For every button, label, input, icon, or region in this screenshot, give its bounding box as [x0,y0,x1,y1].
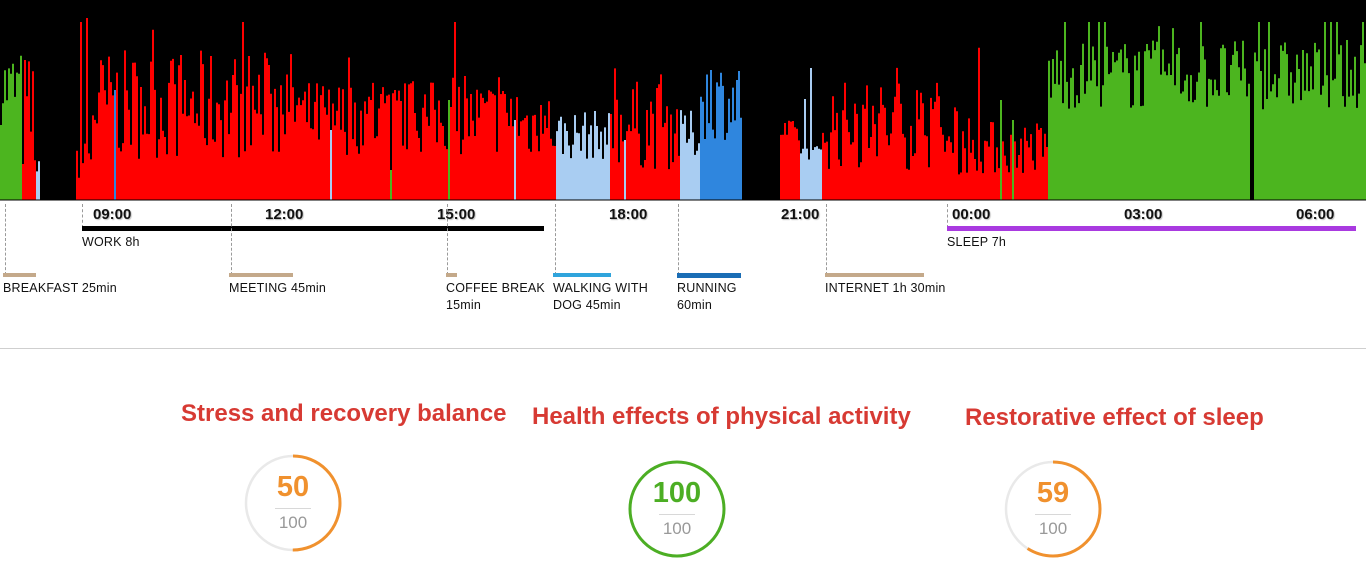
metric-separator [275,508,311,509]
activity-start-marker [5,204,6,275]
stress-series [22,18,1048,200]
activity-label: WORK 8h [82,235,140,249]
activity-duration-bar [825,273,924,277]
metric-max: 100 [662,519,692,538]
gauge-progress-arc [628,460,726,558]
activity-duration-bar [229,273,293,277]
metric-title: Health effects of physical activity [532,403,911,430]
heart-rate-variability-chart [0,0,1366,201]
activity-label: COFFEE BREAK 15min [446,281,545,312]
activity-label: RUNNING 60min [677,281,737,312]
metric-value: 59 [1036,477,1070,509]
section-divider [0,348,1366,349]
activity-start-marker [555,204,556,275]
activity-label: MEETING 45min [229,281,327,295]
metric-ring-gauge [1004,460,1102,558]
x-tick-label: 09:00 [93,206,132,223]
metric-ring-gauge [244,454,342,552]
gauge-progress-arc [244,454,342,552]
activity-label: WALKING WITH DOG 45min [553,281,648,312]
activity-label: INTERNET 1h 30min [825,281,946,295]
metric-max: 100 [278,513,308,532]
activity-start-marker [447,204,448,275]
activity-duration-bar [947,226,1356,231]
activity-start-marker [678,204,679,275]
metric-max: 100 [1038,519,1068,538]
x-tick-label: 15:00 [437,206,476,223]
x-tick-label: 06:00 [1296,206,1335,223]
metric-value: 100 [652,477,702,509]
activity-start-marker [231,204,232,275]
activity-start-marker [82,204,83,228]
activity-label: BREAKFAST 25min [3,281,117,295]
activity-duration-bar [677,273,741,278]
metric-ring-gauge [628,460,726,558]
activity-duration-bar [82,226,544,231]
metric-separator [659,514,695,515]
x-tick-label: 03:00 [1124,206,1163,223]
activity-start-marker [947,204,948,228]
activity-start-marker [826,204,827,275]
gauge-progress-arc [1004,460,1102,558]
light-activity-series [36,68,822,200]
x-tick-label: 00:00 [952,206,991,223]
metric-value: 50 [276,471,310,503]
activity-duration-bar [553,273,611,277]
activity-label: SLEEP 7h [947,235,1007,249]
metric-separator [1035,514,1071,515]
x-tick-label: 21:00 [781,206,820,223]
metric-title: Stress and recovery balance [181,400,507,427]
x-tick-label: 12:00 [265,206,304,223]
recovery-series [0,22,1366,200]
activity-duration-bar [446,273,457,277]
x-tick-label: 18:00 [609,206,648,223]
activity-duration-bar [3,273,36,277]
metric-title: Restorative effect of sleep [965,404,1264,431]
